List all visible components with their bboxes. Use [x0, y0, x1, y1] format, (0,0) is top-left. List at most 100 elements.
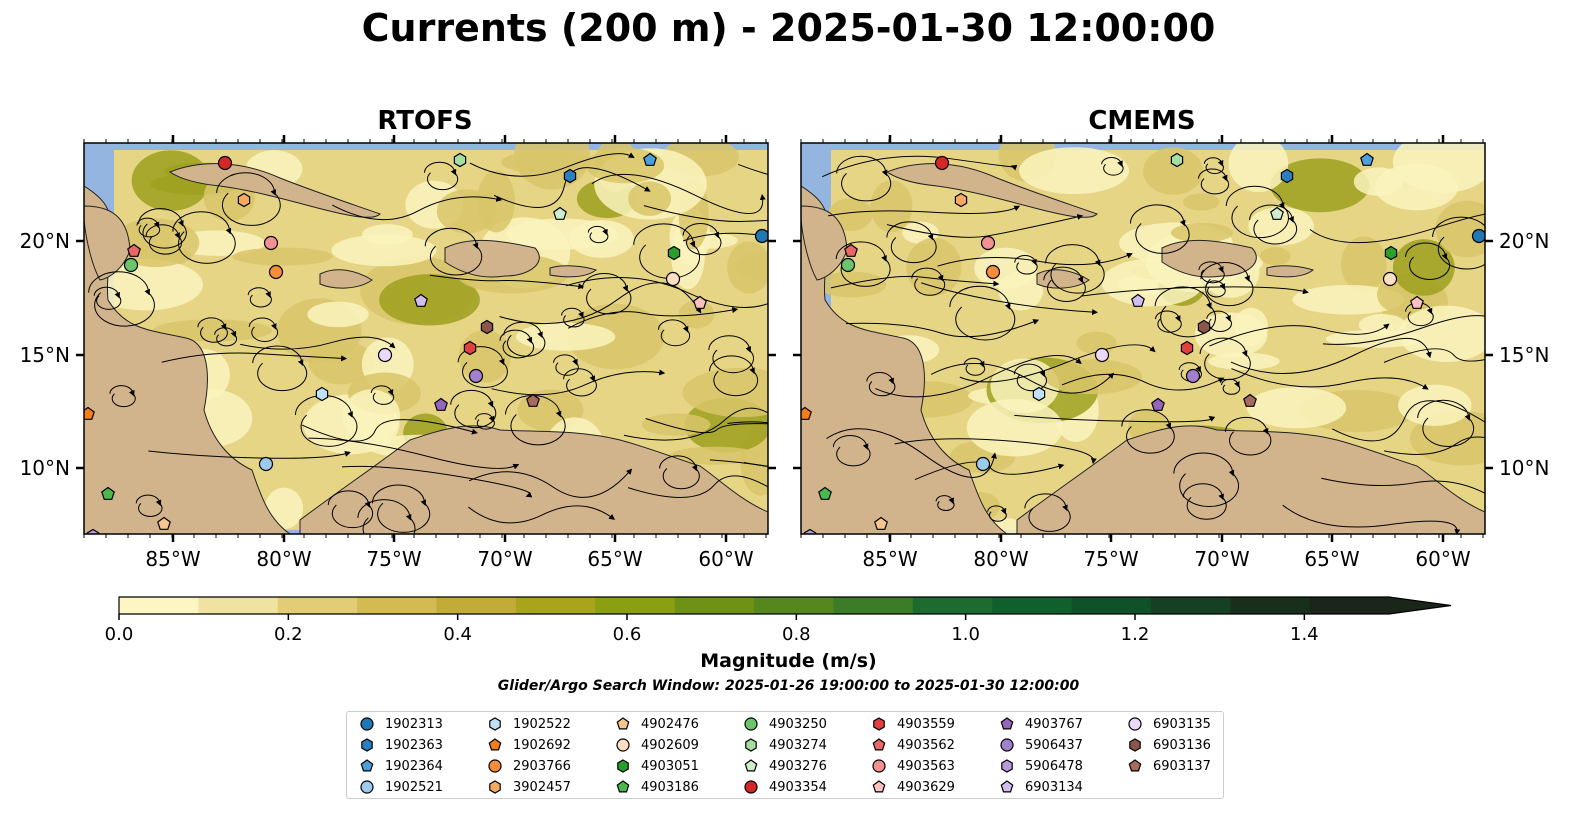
- field-patch: [1358, 314, 1407, 336]
- streamline: [959, 344, 1156, 383]
- streamlines: [821, 155, 1485, 534]
- legend-item-5906478: 5906478: [999, 756, 1083, 776]
- field-patch: [1292, 285, 1405, 315]
- legend-marker: [744, 780, 758, 794]
- legend-item-4903276: 4903276: [743, 756, 827, 776]
- pentagon-marker-icon: [1000, 717, 1014, 730]
- streamline-eddy: [197, 317, 228, 343]
- field-patch: [1143, 147, 1204, 195]
- streamline-eddy: [911, 267, 946, 296]
- float-marker-5906478: [86, 528, 100, 534]
- streamline-eddy: [1198, 168, 1230, 195]
- streamline-eddy: [1200, 261, 1254, 307]
- streamline: [727, 421, 768, 424]
- land-south-america: [299, 425, 768, 534]
- streamline: [921, 282, 1099, 316]
- streamline: [1384, 436, 1485, 455]
- streamline-eddy: [1432, 216, 1485, 270]
- float-marker-2903766: [985, 264, 1001, 280]
- streamline-eddy: [1014, 255, 1038, 275]
- legend-marker: [1000, 738, 1014, 752]
- field-patch: [1341, 236, 1387, 293]
- hexagon-marker-icon: [489, 717, 501, 731]
- streamline-eddy: [1225, 185, 1289, 239]
- lon-tick-label: 75°W: [1083, 547, 1138, 571]
- lat-tick-label-right: 20°N: [1499, 229, 1549, 253]
- streamline-eddy: [172, 211, 236, 264]
- field-patch: [1270, 158, 1370, 213]
- field-patch: [1208, 352, 1280, 370]
- streamline: [1080, 286, 1309, 297]
- pentagon-marker-icon: [872, 780, 886, 793]
- legend-marker: [872, 759, 886, 773]
- float-marker-5906437: [468, 368, 484, 384]
- lon-tick-label: 70°W: [477, 547, 532, 571]
- legend-marker: [744, 759, 758, 772]
- field-patch: [1259, 247, 1291, 266]
- hexagon-marker-icon: [361, 738, 373, 752]
- float-marker-6903136: [480, 319, 494, 335]
- colorbar-segment: [357, 597, 437, 614]
- lon-tick-label: 85°W: [862, 547, 917, 571]
- streamline-eddy: [633, 223, 700, 279]
- float-marker-4903276: [1270, 206, 1284, 220]
- colorbar-tick-label: 0.6: [613, 624, 642, 645]
- colorbar-segment: [515, 597, 596, 614]
- field-patch: [569, 220, 634, 258]
- field-patch: [1398, 384, 1472, 426]
- colorbar-tick-label: 1.2: [1121, 624, 1150, 645]
- legend-label: 1902521: [385, 779, 443, 795]
- float-marker-4903562: [844, 243, 858, 257]
- lon-tick-label: 80°W: [973, 547, 1028, 571]
- colorbar-extend-arrow: [1389, 597, 1451, 614]
- streamline-eddy: [1121, 409, 1175, 454]
- float-marker-1902692: [84, 406, 95, 420]
- legend-item-4902609: 4902609: [615, 735, 699, 755]
- streamline: [830, 275, 1000, 289]
- streamline: [161, 352, 348, 363]
- legend-label: 4902609: [641, 737, 699, 753]
- colorbar-segment: [833, 597, 914, 614]
- float-marker-6903135: [377, 347, 393, 363]
- streamline: [567, 307, 739, 329]
- streamline-eddy: [88, 271, 155, 327]
- colorbar-label: Magnitude (m/s): [700, 650, 877, 672]
- colorbar-segment: [754, 597, 834, 614]
- float-marker-1902364: [1360, 152, 1374, 166]
- field-patch: [641, 413, 711, 436]
- streamline-eddy: [553, 354, 579, 376]
- colorbar-tick-label: 0.8: [782, 624, 811, 645]
- lon-tick-label: 80°W: [256, 547, 311, 571]
- streamline-eddy: [424, 227, 483, 276]
- float-marker-4903276: [553, 206, 567, 220]
- circle-marker-icon: [744, 717, 758, 731]
- legend-marker: [872, 738, 886, 751]
- map-frame-cmems: [800, 142, 1486, 535]
- legend-label: 3902457: [513, 779, 571, 795]
- float-marker-4903563: [263, 235, 279, 251]
- float-marker-1902522: [1032, 386, 1046, 402]
- legend-label: 4903559: [897, 716, 955, 732]
- colorbar-segment: [119, 597, 199, 614]
- landmass: [801, 163, 1485, 534]
- lon-tick-label: 60°W: [698, 547, 753, 571]
- field-patch: [1398, 305, 1485, 362]
- legend-item-1902522: 1902522: [487, 714, 571, 734]
- streamline: [566, 277, 768, 308]
- legend-marker: [360, 759, 374, 772]
- legend-label: 1902522: [513, 716, 571, 732]
- circle-marker-icon: [616, 738, 630, 752]
- float-marker-6903134: [1131, 293, 1145, 307]
- float-marker-4902476: [874, 516, 888, 530]
- streamline: [1321, 477, 1485, 494]
- legend-marker: [745, 738, 757, 752]
- streamline-eddy: [836, 155, 892, 202]
- streamline-eddy: [1417, 399, 1475, 447]
- hexagon-marker-icon: [1001, 759, 1013, 773]
- streamline: [1383, 348, 1485, 363]
- circle-marker-icon: [488, 759, 502, 773]
- legend-label: 4903276: [769, 758, 827, 774]
- lat-tick-label-left: 20°N: [20, 229, 70, 253]
- streamlines: [88, 152, 768, 534]
- streamline-eddy: [1206, 310, 1232, 332]
